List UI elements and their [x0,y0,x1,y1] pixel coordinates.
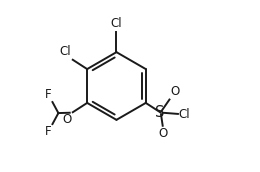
Text: F: F [45,88,52,101]
Text: F: F [45,125,52,138]
Text: Cl: Cl [60,45,72,58]
Text: Cl: Cl [111,17,122,30]
Text: O: O [170,85,180,98]
Text: O: O [158,127,167,140]
Text: O: O [63,113,72,126]
Text: S: S [155,105,165,120]
Text: Cl: Cl [179,108,190,121]
